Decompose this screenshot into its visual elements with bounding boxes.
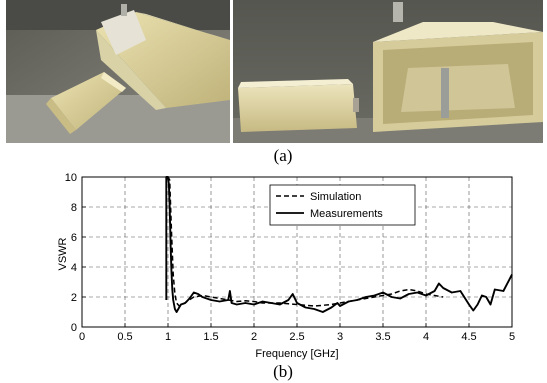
y-tick-label: 0 bbox=[71, 322, 77, 334]
x-tick-label: 5 bbox=[509, 331, 515, 343]
y-tick-label: 6 bbox=[71, 232, 77, 244]
legend: Simulation Measurements bbox=[269, 184, 416, 226]
x-tick-label: 1 bbox=[165, 331, 171, 343]
y-tick-label: 10 bbox=[65, 172, 77, 184]
x-tick-label: 0.5 bbox=[117, 331, 132, 343]
vswr-chart: 0 0.5 1 1.5 2 2.5 3 3.5 4 4.5 5 0 2 4 6 8 10 Frequency … bbox=[57, 172, 515, 360]
x-tick-labels: 0 0.5 1 1.5 2 2.5 3 3.5 4 4.5 5 bbox=[79, 331, 515, 343]
x-tick-label: 3.5 bbox=[375, 331, 390, 343]
plot-frame bbox=[81, 176, 513, 328]
legend-measurements-label: Measurements bbox=[310, 208, 383, 220]
y-tick-label: 2 bbox=[71, 292, 77, 304]
series-line-measurements bbox=[165, 176, 513, 313]
x-tick-label: 3 bbox=[337, 331, 343, 343]
y-tick-labels: 0 2 4 6 8 10 bbox=[65, 172, 77, 334]
legend-box bbox=[269, 184, 416, 226]
y-tick-label: 4 bbox=[71, 262, 77, 274]
x-axis-label: Frequency [GHz] bbox=[255, 348, 338, 360]
panel-label-b: (b) bbox=[273, 362, 293, 381]
x-tick-label: 2 bbox=[251, 331, 257, 343]
y-tick-label: 8 bbox=[71, 202, 77, 214]
x-tick-label: 0 bbox=[79, 331, 85, 343]
x-tick-label: 4 bbox=[423, 331, 429, 343]
x-tick-label: 4.5 bbox=[461, 331, 476, 343]
legend-simulation-label: Simulation bbox=[310, 191, 361, 203]
x-tick-label: 2.5 bbox=[289, 331, 304, 343]
photo-right bbox=[233, 0, 543, 143]
y-axis-label: VSWR bbox=[57, 237, 69, 270]
panel-label-a: (a) bbox=[273, 146, 293, 165]
series-layer bbox=[165, 176, 513, 313]
x-tick-label: 1.5 bbox=[203, 331, 218, 343]
photo-left bbox=[6, 0, 230, 143]
